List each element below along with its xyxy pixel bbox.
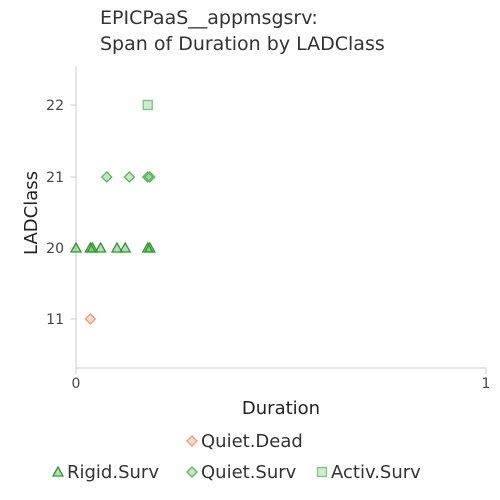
data-point	[100, 171, 113, 183]
data-point	[84, 313, 97, 325]
x-tick-label: 1	[482, 376, 491, 392]
y-tick-label: 11	[46, 312, 64, 328]
data-point	[123, 171, 136, 183]
x-axis-label: Duration	[242, 398, 320, 419]
chart-title-line-2: Span of Duration by LADClass	[100, 33, 385, 55]
chart-title-line-1: EPICPaaS__appmsgsrv:	[100, 7, 318, 29]
data-point	[141, 171, 154, 183]
y-tick-label: 21	[46, 170, 64, 186]
data-point	[94, 241, 107, 253]
legend-marker-icon	[51, 465, 65, 477]
data-point	[86, 241, 99, 253]
legend-marker-icon	[186, 435, 198, 447]
y-tick-label: 22	[46, 98, 64, 114]
legend-entry-label: Rigid.Surv	[67, 462, 159, 483]
plot-area: 11 20 21 22 0 1	[46, 66, 490, 392]
x-tick-label: 0	[72, 376, 81, 392]
legend-entry-label: Quiet.Surv	[201, 462, 297, 483]
data-point	[143, 171, 156, 183]
legend: Quiet.Dead Rigid.Surv Quiet.Surv Activ.Surv	[51, 431, 421, 483]
data-point	[143, 241, 156, 253]
legend-marker-icon	[316, 466, 328, 478]
legend-marker-icon	[186, 466, 198, 478]
y-tick-label: 20	[46, 241, 64, 257]
data-point	[69, 241, 83, 253]
legend-entry-label: Quiet.Dead	[201, 431, 303, 452]
legend-entry-label: Activ.Surv	[331, 462, 421, 483]
data-point	[119, 241, 132, 253]
data-point	[110, 241, 124, 253]
y-axis-label: LADClass	[21, 171, 42, 255]
data-point	[142, 99, 153, 111]
